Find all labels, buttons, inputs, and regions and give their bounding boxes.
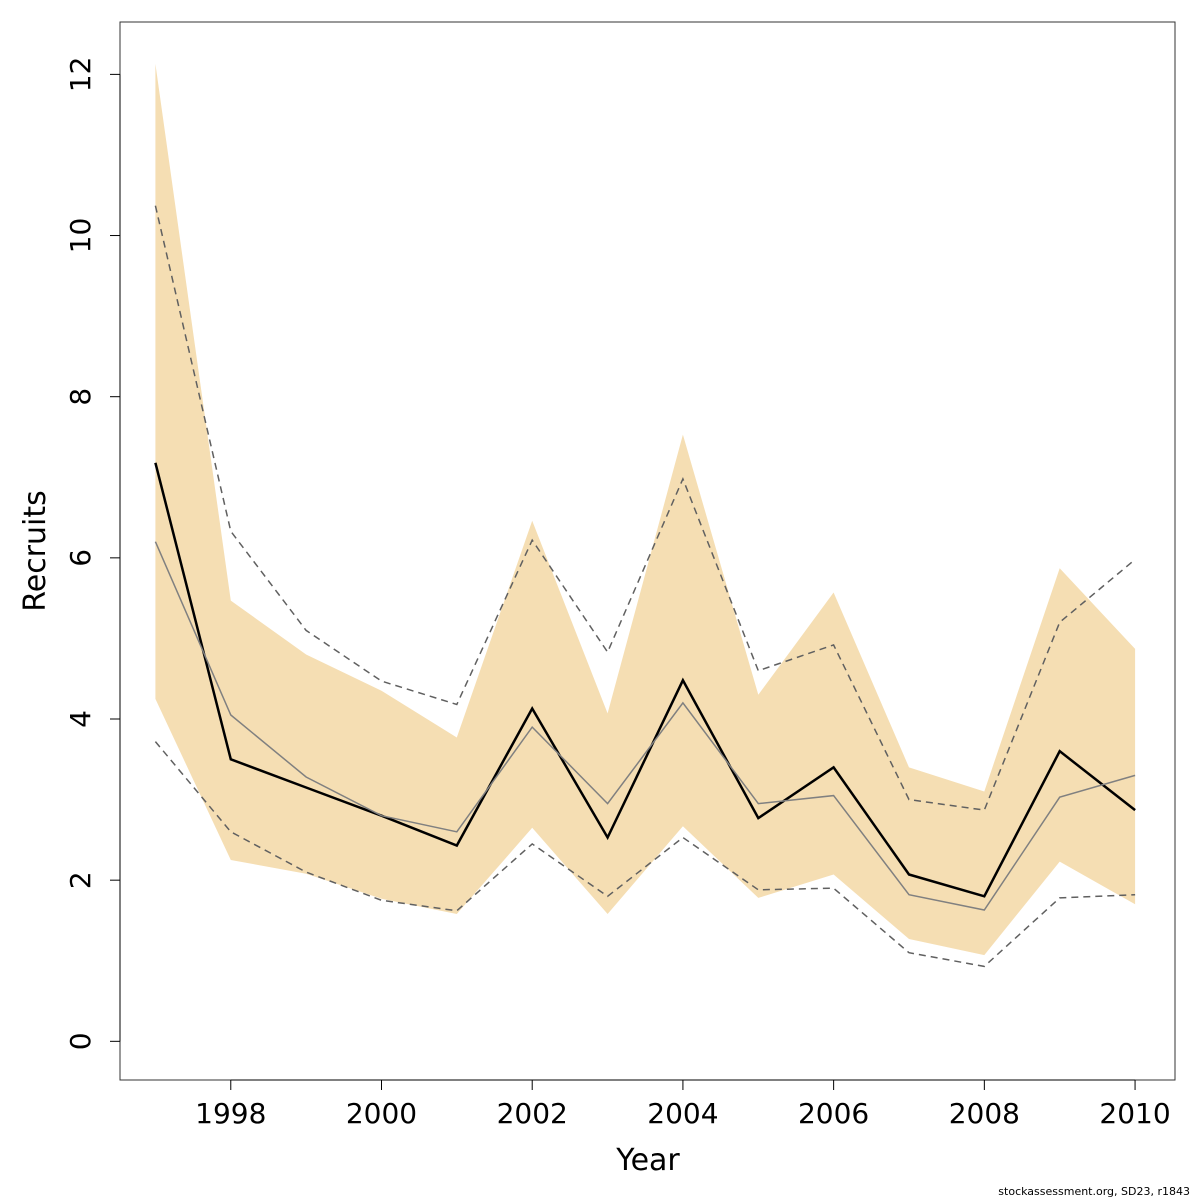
footer-note: stockassessment.org, SD23, r1843 xyxy=(998,1185,1190,1198)
y-tick-label: 10 xyxy=(64,218,97,254)
y-tick-label: 6 xyxy=(64,549,97,567)
x-axis-title: Year xyxy=(615,1143,680,1178)
x-tick-label: 2008 xyxy=(949,1097,1020,1130)
y-tick-label: 0 xyxy=(64,1032,97,1050)
series-line-4 xyxy=(154,741,1136,968)
y-axis: 0 2 4 6 8 10 12 xyxy=(64,57,121,1050)
series-line-layer xyxy=(154,205,1136,968)
x-tick-label: 2002 xyxy=(497,1097,568,1130)
x-tick-label: 1998 xyxy=(195,1097,266,1130)
x-axis: 1998 2000 2002 2004 2006 2008 2010 xyxy=(195,1079,1171,1130)
confidence-band-layer xyxy=(155,63,1136,956)
y-tick-label: 12 xyxy=(64,57,97,93)
x-tick-label: 2004 xyxy=(647,1097,718,1130)
series-line-2 xyxy=(154,541,1136,911)
y-tick-label: 8 xyxy=(64,388,97,406)
y-axis-title: Recruits xyxy=(18,490,53,612)
series-line-1 xyxy=(154,462,1136,898)
confidence-band xyxy=(155,63,1136,956)
y-tick-label: 2 xyxy=(64,871,97,889)
plot-frame xyxy=(119,21,1176,1081)
x-tick-label: 2010 xyxy=(1099,1097,1170,1130)
series-line-3 xyxy=(154,205,1136,811)
x-tick-label: 2006 xyxy=(798,1097,869,1130)
y-tick-label: 4 xyxy=(64,710,97,728)
x-tick-label: 2000 xyxy=(346,1097,417,1130)
